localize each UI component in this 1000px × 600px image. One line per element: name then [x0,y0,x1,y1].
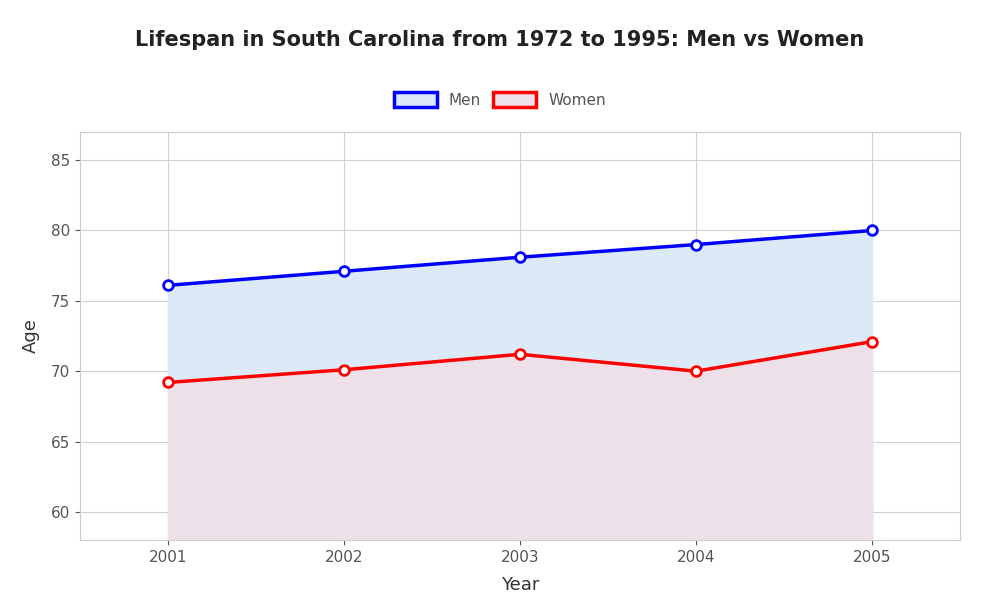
Text: Lifespan in South Carolina from 1972 to 1995: Men vs Women: Lifespan in South Carolina from 1972 to … [135,30,865,50]
Legend: Men, Women: Men, Women [394,92,606,107]
X-axis label: Year: Year [501,576,539,594]
Y-axis label: Age: Age [22,319,40,353]
